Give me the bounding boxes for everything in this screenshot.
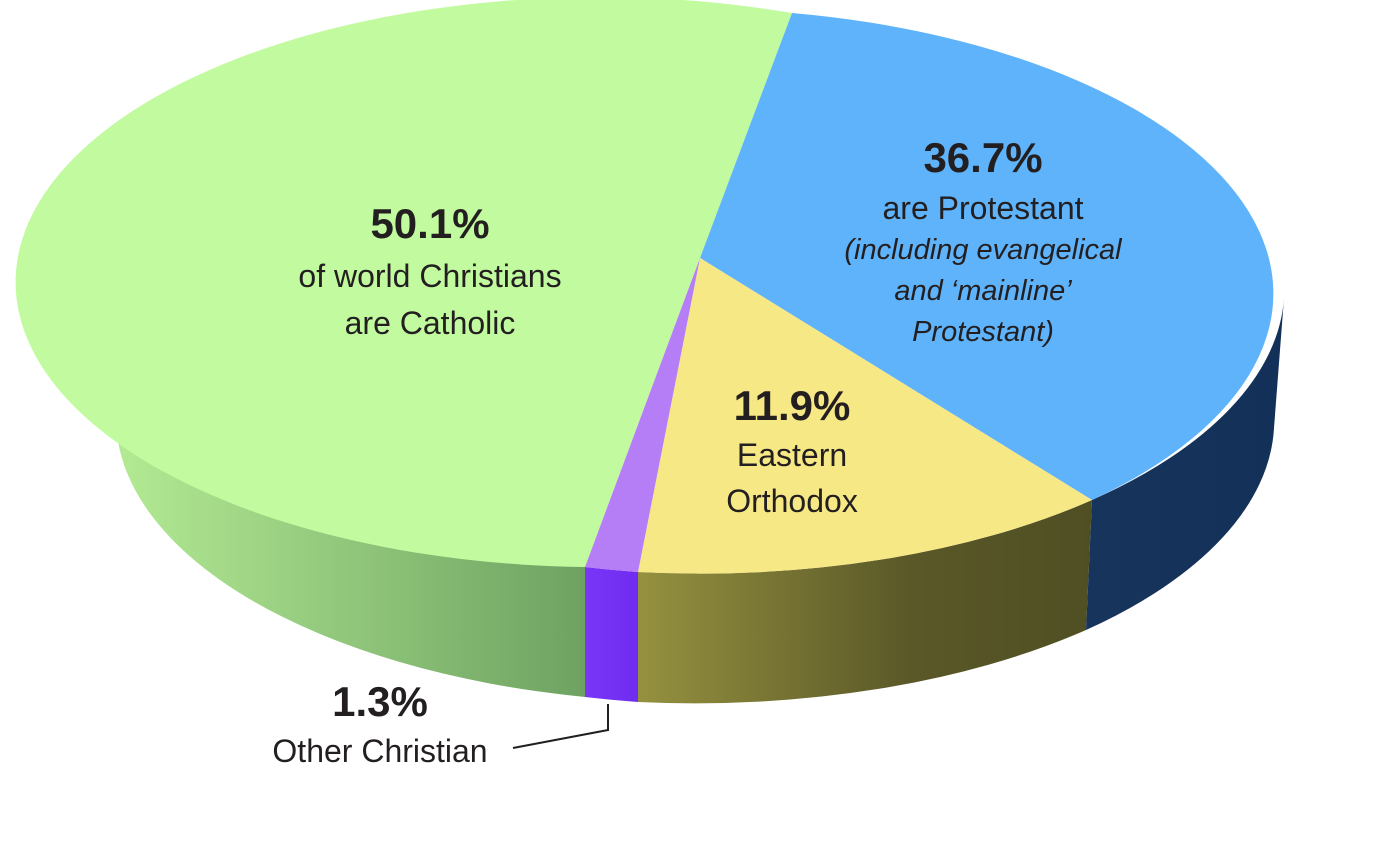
pie-top-face xyxy=(15,0,1274,574)
side-wall-eastern-orthodox xyxy=(638,500,1092,704)
side-wall-other-christian xyxy=(585,567,638,702)
label-other-christian: 1.3% Other Christian xyxy=(272,678,487,769)
orthodox-desc-line-2: Orthodox xyxy=(726,483,858,519)
slice-catholic xyxy=(15,0,792,567)
label-protestant: 36.7% are Protestant (including evangeli… xyxy=(844,134,1123,348)
leader-line-other-christian xyxy=(512,704,609,749)
protestant-note-line-2: and ‘mainline’ xyxy=(894,275,1072,307)
pie-side-walls xyxy=(116,288,1284,704)
protestant-note-line-1: (including evangelical xyxy=(844,234,1123,266)
catholic-desc-line-1: of world Christians xyxy=(298,258,561,294)
slice-eastern-orthodox xyxy=(638,258,1092,574)
slice-other-christian xyxy=(585,258,700,572)
side-wall-protestant xyxy=(1086,298,1284,630)
protestant-note-line-3: Protestant) xyxy=(912,316,1054,348)
slice-protestant xyxy=(700,13,1274,500)
other-desc-line-1: Other Christian xyxy=(272,733,487,769)
side-wall-catholic xyxy=(116,288,585,697)
protestant-percent: 36.7% xyxy=(923,134,1042,181)
catholic-desc-line-2: are Catholic xyxy=(345,305,516,341)
orthodox-percent: 11.9% xyxy=(734,382,851,429)
orthodox-desc-line-1: Eastern xyxy=(737,437,847,473)
label-eastern-orthodox: 11.9% Eastern Orthodox xyxy=(726,382,858,519)
other-percent: 1.3% xyxy=(332,678,428,725)
catholic-percent: 50.1% xyxy=(370,200,489,247)
protestant-desc-line-1: are Protestant xyxy=(883,190,1084,226)
label-catholic: 50.1% of world Christians are Catholic xyxy=(298,200,561,341)
